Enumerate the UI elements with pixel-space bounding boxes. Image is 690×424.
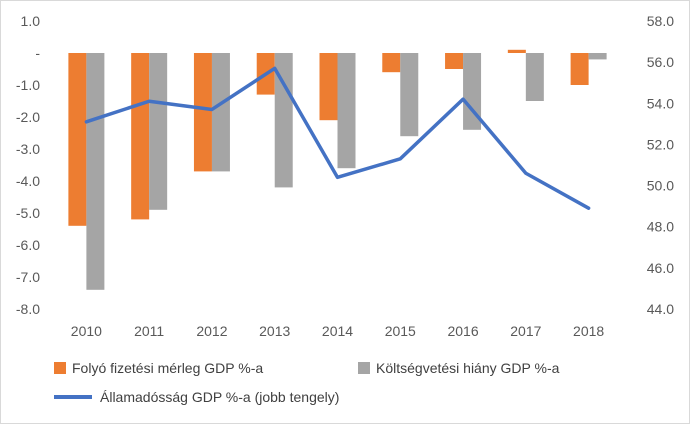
bar-current-account-2018 [570, 53, 589, 85]
x-tick-label: 2010 [71, 323, 102, 339]
bar-budget-deficit-2011 [149, 53, 168, 210]
legend-swatch-line [54, 395, 92, 399]
left-tick-label: -8.0 [16, 301, 40, 317]
bar-current-account-2014 [319, 53, 338, 121]
x-tick-label: 2015 [385, 323, 416, 339]
left-axis-ticks: 1.0 - -1.0 -2.0 -3.0 -4.0 -5.0 -6.0 -7.0 -8.0 [16, 13, 40, 317]
x-tick-label: 2016 [447, 323, 478, 339]
legend-label-orange: Folyó fizetési mérleg GDP %-a [72, 360, 264, 376]
legend-swatch-orange [54, 362, 66, 374]
bar-budget-deficit-2012 [211, 53, 230, 172]
left-tick-label: 1.0 [21, 13, 41, 29]
legend-item-line: Államadósság GDP %-a (jobb tengely) [54, 389, 339, 405]
left-tick-label: -1.0 [16, 77, 40, 93]
line-public-debt [84, 66, 591, 210]
bar-current-account-2017 [507, 49, 526, 53]
left-tick-label: - [35, 45, 40, 61]
bars-layer [68, 49, 607, 290]
right-tick-label: 54.0 [647, 95, 674, 111]
bar-budget-deficit-2014 [337, 53, 356, 169]
legend-label-line: Államadósság GDP %-a (jobb tengely) [100, 389, 340, 405]
bar-current-account-2015 [382, 53, 401, 73]
left-tick-label: -5.0 [16, 205, 40, 221]
bar-budget-deficit-2013 [274, 53, 293, 188]
bar-budget-deficit-2017 [525, 53, 544, 101]
right-tick-label: 52.0 [647, 136, 674, 152]
legend-swatch-grey [358, 362, 370, 374]
legend-item-orange: Folyó fizetési mérleg GDP %-a [54, 360, 263, 376]
right-tick-label: 46.0 [647, 260, 674, 276]
x-tick-label: 2011 [134, 323, 164, 339]
right-tick-label: 56.0 [647, 54, 674, 70]
left-tick-label: -4.0 [16, 173, 40, 189]
bar-budget-deficit-2018 [588, 53, 607, 60]
x-tick-label: 2014 [322, 323, 353, 339]
left-tick-label: -3.0 [16, 141, 40, 157]
x-axis-ticks: 2010 2011 2012 2013 2014 2015 2016 2017 2018 [71, 323, 605, 339]
right-tick-label: 48.0 [647, 219, 674, 235]
x-tick-label: 2018 [573, 323, 604, 339]
bar-current-account-2016 [445, 53, 464, 69]
bar-current-account-2011 [131, 53, 150, 220]
line-layer [84, 66, 591, 210]
bar-budget-deficit-2010 [86, 53, 105, 290]
bar-current-account-2010 [68, 53, 87, 226]
x-tick-label: 2017 [510, 323, 541, 339]
legend-item-grey: Költségvetési hiány GDP %-a [358, 360, 559, 376]
left-tick-label: -2.0 [16, 109, 40, 125]
right-tick-label: 44.0 [647, 301, 674, 317]
bar-budget-deficit-2015 [400, 53, 419, 137]
x-tick-label: 2013 [259, 323, 290, 339]
right-tick-label: 50.0 [647, 178, 674, 194]
bar-budget-deficit-2016 [463, 53, 482, 130]
bar-current-account-2012 [193, 53, 212, 172]
x-tick-label: 2012 [196, 323, 227, 339]
right-tick-label: 58.0 [647, 13, 674, 29]
left-tick-label: -6.0 [16, 237, 40, 253]
legend-label-grey: Költségvetési hiány GDP %-a [376, 360, 560, 376]
left-tick-label: -7.0 [16, 269, 40, 285]
right-axis-ticks: 58.0 56.0 54.0 52.0 50.0 48.0 46.0 44.0 [647, 13, 674, 317]
